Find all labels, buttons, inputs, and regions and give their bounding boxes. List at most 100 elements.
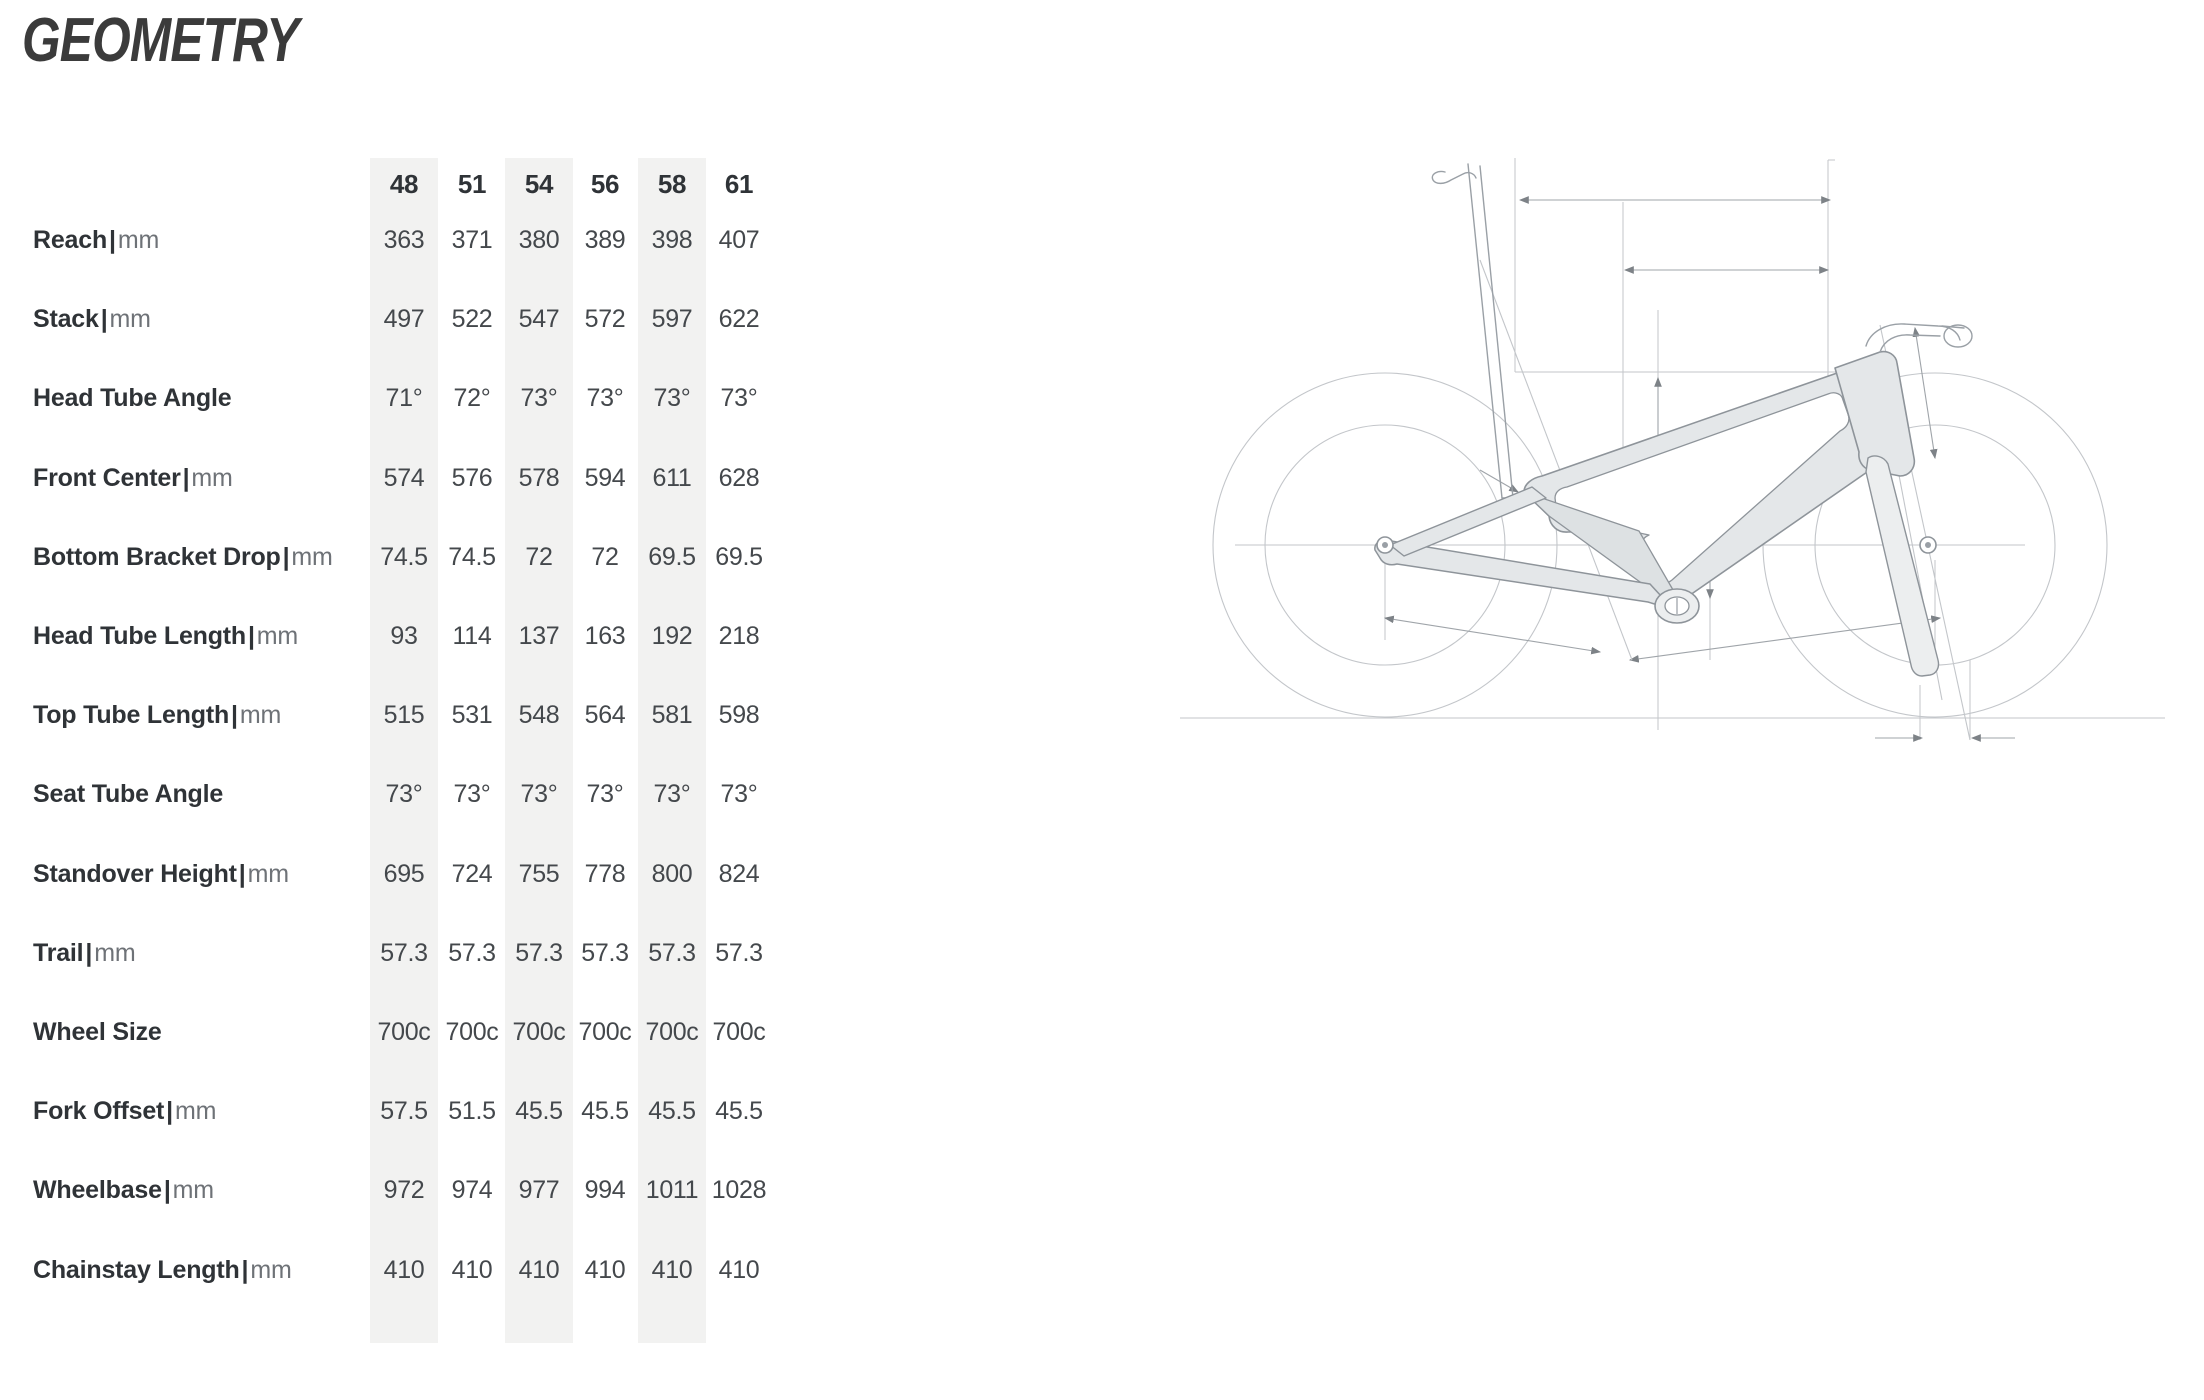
table-cell: 74.5 [448, 542, 496, 571]
table-cell: 73° [520, 384, 558, 413]
row-label-standover-height: Standover Height|mm [33, 854, 289, 894]
row-label-unit: mm [247, 859, 289, 888]
table-cell: 73° [586, 384, 624, 413]
row-label-trail: Trail|mm [33, 933, 136, 973]
row-label-unit: mm [239, 701, 282, 730]
table-cell: 72 [525, 542, 553, 571]
row-label-unit: mm [191, 463, 233, 492]
table-cell: 622 [718, 305, 760, 334]
column-header-51[interactable]: 51 [457, 169, 487, 199]
table-cell: 974 [451, 1176, 493, 1205]
row-label-separator: | [282, 542, 290, 571]
table-row: Seat Tube Angle 73° 73° 73° 73° 73° 73° [0, 774, 1150, 814]
bottom-bracket-shell [1654, 588, 1700, 624]
table-cell: 497 [383, 305, 425, 334]
table-cell: 114 [452, 622, 492, 650]
page-title: GEOMETRY [22, 6, 299, 75]
row-label-separator: | [163, 1176, 171, 1205]
table-row: Head Tube Length|mm 93 114 137 163 192 218 [0, 616, 1150, 656]
column-header-61[interactable]: 61 [724, 169, 754, 199]
row-label-text: Fork Offset [33, 1097, 165, 1126]
table-cell: 69.5 [715, 542, 763, 571]
row-label-text: Top Tube Length [33, 701, 230, 730]
table-cell: 45.5 [515, 1097, 563, 1126]
dim-arrow-chainstay [1383, 615, 1602, 655]
table-cell: 755 [518, 859, 560, 888]
head-tube [1834, 350, 1916, 477]
row-label-text: Seat Tube Angle [33, 780, 224, 809]
row-label-text: Head Tube Angle [33, 384, 232, 413]
table-cell: 45.5 [648, 1097, 696, 1126]
table-cell: 410 [584, 1255, 626, 1284]
seatstay [1389, 486, 1547, 557]
dim-arrow-front-center [1628, 615, 1942, 663]
table-cell: 163 [584, 622, 626, 650]
table-header-row: 48 51 54 56 58 61 [0, 164, 1150, 204]
table-row: Head Tube Angle 71° 72° 73° 73° 73° 73° [0, 378, 1150, 418]
table-cell: 548 [518, 701, 560, 730]
table-cell: 51.5 [448, 1097, 496, 1126]
row-label-text: Chainstay Length [33, 1255, 240, 1284]
row-label-unit: mm [172, 1176, 214, 1205]
row-label-text: Wheel Size [33, 1018, 162, 1046]
table-cell: 531 [451, 701, 493, 730]
row-label-separator: | [109, 226, 116, 254]
table-cell: 594 [584, 463, 626, 492]
row-label-text: Bottom Bracket Drop [33, 542, 281, 571]
table-cell: 69.5 [648, 542, 696, 571]
row-label-text: Reach [33, 226, 108, 254]
row-label-text: Head Tube Length [33, 622, 246, 650]
table-cell: 73° [653, 384, 691, 413]
column-header-48[interactable]: 48 [389, 169, 419, 199]
table-cell: 576 [451, 463, 493, 492]
column-header-54[interactable]: 54 [524, 169, 554, 199]
row-label-separator: | [85, 938, 93, 967]
table-cell: 57.5 [380, 1097, 428, 1126]
row-label-seat-tube-angle: Seat Tube Angle [33, 774, 223, 814]
table-row: Fork Offset|mm 57.5 51.5 45.5 45.5 45.5 45.5 [0, 1091, 1150, 1131]
table-cell: 598 [718, 701, 760, 730]
row-label-separator: | [166, 1097, 173, 1126]
saddle-rail-shape [1431, 170, 1477, 185]
table-cell: 824 [718, 859, 760, 888]
row-label-unit: mm [94, 938, 136, 967]
column-header-56[interactable]: 56 [590, 169, 620, 199]
table-cell: 700c [712, 1018, 766, 1046]
table-row: Standover Height|mm 695 724 755 778 800 824 [0, 854, 1150, 894]
table-cell: 547 [518, 305, 560, 334]
stem-and-bar-clamp [1865, 323, 1973, 353]
table-cell: 380 [518, 226, 560, 254]
table-cell: 73° [385, 780, 423, 809]
row-label-unit: mm [174, 1097, 217, 1126]
table-cell: 137 [518, 622, 560, 650]
table-row: Wheelbase|mm 972 974 977 994 1011 1028 [0, 1170, 1150, 1210]
table-cell: 572 [584, 305, 626, 334]
table-cell: 700c [377, 1018, 431, 1046]
table-cell: 73° [653, 780, 691, 809]
table-cell: 410 [651, 1255, 693, 1284]
table-cell: 410 [518, 1255, 560, 1284]
seatpost-left-edge [1467, 163, 1503, 499]
seatpost-right-edge [1479, 165, 1514, 499]
table-cell: 1028 [711, 1176, 767, 1205]
geometry-table: 48 51 54 56 58 61 Reach|mm 363 371 380 389 398 407 St… [0, 158, 1150, 1343]
fork-blade [1865, 455, 1940, 677]
table-cell: 57.3 [581, 938, 629, 967]
table-row: Stack|mm 497 522 547 572 597 622 [0, 299, 1150, 339]
row-label-front-center: Front Center|mm [33, 458, 233, 498]
table-row: Top Tube Length|mm 515 531 548 564 581 598 [0, 695, 1150, 735]
row-label-separator: | [241, 1255, 249, 1284]
front-dropout-center [1925, 542, 1931, 548]
table-row: Trail|mm 57.3 57.3 57.3 57.3 57.3 57.3 [0, 933, 1150, 973]
column-header-58[interactable]: 58 [657, 169, 687, 199]
column-band-48 [370, 158, 438, 1343]
row-label-head-tube-angle: Head Tube Angle [33, 378, 232, 418]
table-cell: 57.3 [515, 938, 563, 967]
table-cell: 994 [584, 1176, 626, 1205]
table-cell: 700c [512, 1018, 566, 1046]
table-cell: 57.3 [448, 938, 496, 967]
table-cell: 363 [383, 226, 425, 254]
row-label-wheelbase: Wheelbase|mm [33, 1170, 214, 1210]
table-cell: 57.3 [648, 938, 696, 967]
row-label-unit: mm [250, 1255, 292, 1284]
